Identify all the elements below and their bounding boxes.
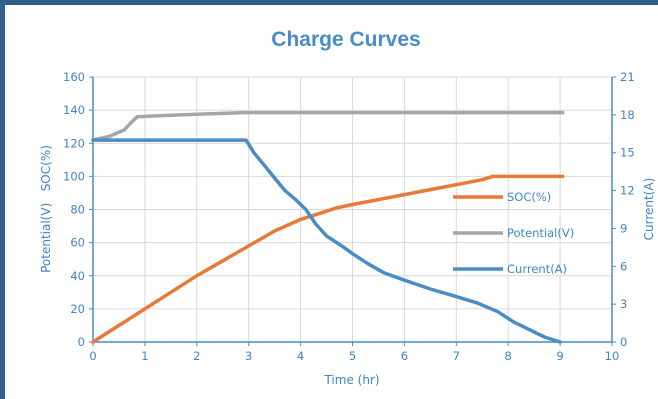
x-tick-label: 4 <box>297 349 304 363</box>
legend: SOC(%) Potential(V) Current(A) <box>453 190 574 276</box>
series-line-current-a <box>91 138 562 344</box>
legend-label-current-a: Current(A) <box>507 262 567 276</box>
y-left-tick-label: 0 <box>78 335 85 349</box>
series-lines <box>91 110 565 344</box>
y-right-tick-label: 3 <box>620 297 627 311</box>
y-left-tick-label: 140 <box>63 103 85 117</box>
y-right-tick-label: 0 <box>620 335 627 349</box>
grid-lines <box>93 76 612 342</box>
x-tick-label: 1 <box>141 349 148 363</box>
y-left-tick-label: 100 <box>63 169 85 183</box>
y-left-tick-label: 120 <box>63 136 85 150</box>
x-axis-label: Time (hr) <box>323 373 379 387</box>
y-axis-left-label: Potential(V) SOC(%) <box>39 145 53 273</box>
x-tick-label: 7 <box>453 349 460 363</box>
y-right-tick-label: 18 <box>620 108 635 122</box>
y-left-tick-label: 80 <box>70 203 85 217</box>
y-right-tick-label: 9 <box>620 221 627 235</box>
x-tick-label: 9 <box>556 349 563 363</box>
y-right-tick-label: 21 <box>620 70 635 84</box>
series-line-potential-v <box>91 110 565 142</box>
y-left-tick-label: 20 <box>70 302 85 316</box>
y-left-tick-label: 160 <box>63 70 85 84</box>
legend-label-potential-v: Potential(V) <box>507 226 574 240</box>
y-right-tick-label: 12 <box>620 184 635 198</box>
x-tick-label: 0 <box>89 349 96 363</box>
y-left-tick-label: 40 <box>70 269 85 283</box>
x-tick-label: 2 <box>193 349 200 363</box>
y-right-tick-label: 15 <box>620 146 635 160</box>
series-line-soc <box>91 174 565 344</box>
legend-label-soc: SOC(%) <box>507 190 551 204</box>
x-tick-label: 5 <box>349 349 356 363</box>
x-tick-label: 10 <box>605 349 620 363</box>
y-axis-right-label: Current(A) <box>642 178 656 241</box>
x-tick-label: 3 <box>245 349 252 363</box>
y-right-tick-label: 6 <box>620 259 627 273</box>
x-tick-label: 8 <box>505 349 512 363</box>
y-left-tick-label: 60 <box>70 236 85 250</box>
chart-title: Charge Curves <box>271 28 420 51</box>
x-tick-label: 6 <box>401 349 408 363</box>
